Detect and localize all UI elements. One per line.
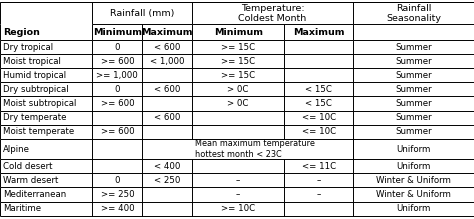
- Text: > 0C: > 0C: [228, 99, 249, 108]
- Text: < 250: < 250: [154, 176, 180, 185]
- Text: Minimum: Minimum: [93, 28, 142, 37]
- Text: < 600: < 600: [154, 85, 180, 94]
- Text: 0: 0: [115, 42, 120, 51]
- Text: –: –: [236, 190, 240, 199]
- Text: Humid tropical: Humid tropical: [3, 71, 66, 80]
- Text: Uniform: Uniform: [396, 162, 431, 171]
- Text: >= 400: >= 400: [100, 204, 134, 213]
- Text: Moist temperate: Moist temperate: [3, 127, 74, 136]
- Text: >= 15C: >= 15C: [221, 57, 255, 66]
- Text: Moist subtropical: Moist subtropical: [3, 99, 77, 108]
- Text: Alpine: Alpine: [3, 145, 30, 154]
- Text: –: –: [317, 190, 321, 199]
- Text: Temperature:
Coldest Month: Temperature: Coldest Month: [238, 4, 307, 23]
- Text: Winter & Uniform: Winter & Uniform: [376, 190, 451, 199]
- Text: < 400: < 400: [154, 162, 180, 171]
- Text: < 600: < 600: [154, 113, 180, 122]
- Text: <= 10C: <= 10C: [302, 127, 336, 136]
- Text: >= 250: >= 250: [100, 190, 134, 199]
- Text: < 15C: < 15C: [305, 99, 332, 108]
- Text: >= 600: >= 600: [100, 99, 134, 108]
- Text: Cold desert: Cold desert: [3, 162, 53, 171]
- Text: >= 15C: >= 15C: [221, 42, 255, 51]
- Text: >= 600: >= 600: [100, 127, 134, 136]
- Text: >= 15C: >= 15C: [221, 71, 255, 80]
- Text: < 600: < 600: [154, 42, 180, 51]
- Text: Summer: Summer: [395, 71, 432, 80]
- Text: Summer: Summer: [395, 85, 432, 94]
- Text: Summer: Summer: [395, 42, 432, 51]
- Text: Summer: Summer: [395, 99, 432, 108]
- Text: Rainfall (mm): Rainfall (mm): [110, 9, 174, 18]
- Text: Mean maximum temperature
hottest month < 23C: Mean maximum temperature hottest month <…: [195, 139, 315, 159]
- Text: Minimum: Minimum: [214, 28, 263, 37]
- Text: <= 10C: <= 10C: [302, 113, 336, 122]
- Text: <= 11C: <= 11C: [302, 162, 336, 171]
- Text: Summer: Summer: [395, 127, 432, 136]
- Text: Maximum: Maximum: [141, 28, 193, 37]
- Text: Summer: Summer: [395, 57, 432, 66]
- Text: Uniform: Uniform: [396, 145, 431, 154]
- Text: >= 1,000: >= 1,000: [96, 71, 138, 80]
- Text: >= 600: >= 600: [100, 57, 134, 66]
- Text: >= 10C: >= 10C: [221, 204, 255, 213]
- Text: Rainfall
Seasonality: Rainfall Seasonality: [386, 4, 441, 23]
- Text: Maritime: Maritime: [3, 204, 41, 213]
- Text: > 0C: > 0C: [228, 85, 249, 94]
- Text: Moist tropical: Moist tropical: [3, 57, 61, 66]
- Text: –: –: [236, 176, 240, 185]
- Text: –: –: [317, 176, 321, 185]
- Text: Maximum: Maximum: [293, 28, 345, 37]
- Text: Mediterranean: Mediterranean: [3, 190, 66, 199]
- Text: Warm desert: Warm desert: [3, 176, 59, 185]
- Text: Dry tropical: Dry tropical: [3, 42, 54, 51]
- Text: Summer: Summer: [395, 113, 432, 122]
- Text: < 1,000: < 1,000: [150, 57, 184, 66]
- Text: Dry subtropical: Dry subtropical: [3, 85, 69, 94]
- Text: < 15C: < 15C: [305, 85, 332, 94]
- Text: Dry temperate: Dry temperate: [3, 113, 67, 122]
- Text: Winter & Uniform: Winter & Uniform: [376, 176, 451, 185]
- Text: Region: Region: [3, 28, 40, 37]
- Text: 0: 0: [115, 176, 120, 185]
- Text: 0: 0: [115, 85, 120, 94]
- Text: Uniform: Uniform: [396, 204, 431, 213]
